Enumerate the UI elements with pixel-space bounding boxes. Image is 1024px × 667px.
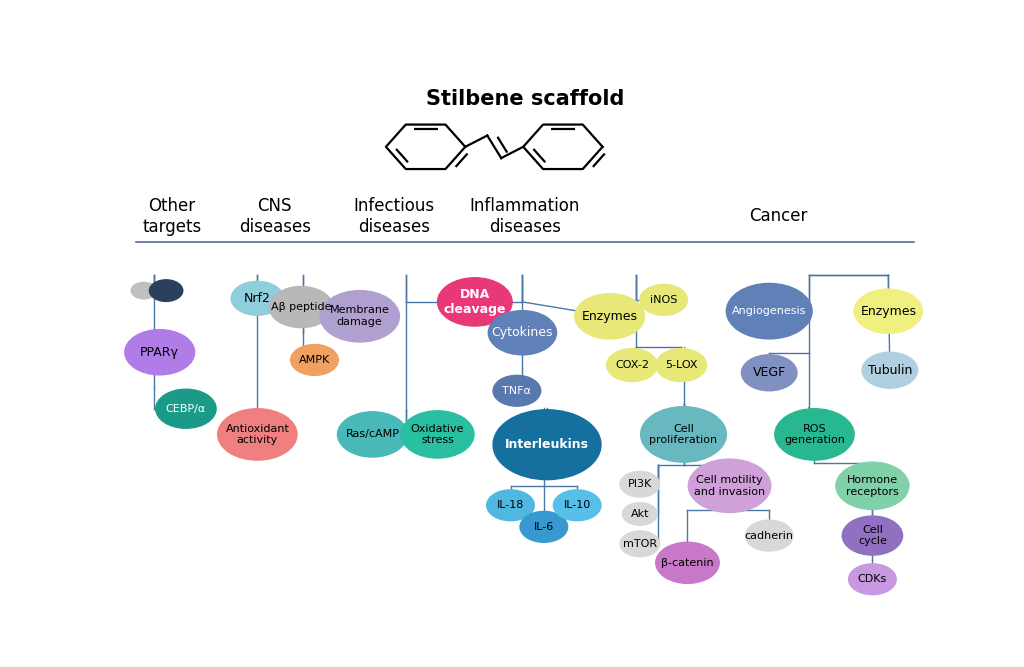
Text: IL-18: IL-18 (497, 500, 524, 510)
Circle shape (640, 284, 687, 315)
Circle shape (321, 291, 399, 342)
Text: Oxidative
stress: Oxidative stress (411, 424, 464, 445)
Text: CEBP/α: CEBP/α (166, 404, 206, 414)
Circle shape (494, 376, 541, 406)
Text: Antioxidant
activity: Antioxidant activity (225, 424, 290, 445)
Circle shape (269, 287, 333, 327)
Text: Enzymes: Enzymes (582, 309, 638, 323)
Text: Interleukins: Interleukins (505, 438, 589, 451)
Circle shape (488, 311, 557, 355)
Circle shape (437, 277, 512, 326)
Text: AMPK: AMPK (299, 355, 330, 365)
Text: 5-LOX: 5-LOX (665, 360, 697, 370)
Circle shape (655, 349, 707, 382)
Text: Stilbene scaffold: Stilbene scaffold (426, 89, 624, 109)
Circle shape (862, 352, 918, 388)
Text: CDKs: CDKs (858, 574, 887, 584)
Circle shape (842, 516, 902, 555)
Text: ROS
generation: ROS generation (784, 424, 845, 445)
Text: Inflammation
diseases: Inflammation diseases (470, 197, 580, 235)
Text: cadherin: cadherin (744, 530, 794, 540)
Circle shape (291, 345, 338, 376)
Circle shape (218, 409, 297, 460)
Circle shape (623, 503, 657, 526)
Circle shape (156, 390, 216, 428)
Text: PI3K: PI3K (628, 479, 652, 489)
Text: Membrane
damage: Membrane damage (330, 305, 390, 327)
Text: Cell
cycle: Cell cycle (858, 525, 887, 546)
Text: Aβ peptide: Aβ peptide (270, 302, 331, 312)
Text: VEGF: VEGF (753, 366, 785, 380)
Circle shape (854, 289, 923, 334)
Text: PPARγ: PPARγ (140, 346, 179, 359)
Circle shape (849, 564, 896, 595)
Text: IL-10: IL-10 (563, 500, 591, 510)
Text: Infectious
diseases: Infectious diseases (353, 197, 434, 235)
Circle shape (741, 355, 797, 391)
Text: Hormone
receptors: Hormone receptors (846, 475, 899, 496)
Circle shape (641, 407, 726, 462)
Text: Cell motility
and invasion: Cell motility and invasion (694, 475, 765, 496)
Circle shape (401, 411, 474, 458)
Circle shape (486, 490, 535, 521)
Circle shape (131, 282, 157, 299)
Text: Enzymes: Enzymes (860, 305, 916, 317)
Text: iNOS: iNOS (650, 295, 677, 305)
Text: DNA
cleavage: DNA cleavage (443, 288, 506, 316)
Circle shape (775, 409, 854, 460)
Text: Cancer: Cancer (750, 207, 808, 225)
Text: CNS
diseases: CNS diseases (239, 197, 311, 235)
Circle shape (606, 349, 657, 382)
Text: Cell
proliferation: Cell proliferation (649, 424, 718, 445)
Circle shape (338, 412, 408, 457)
Circle shape (494, 410, 601, 480)
Text: Other
targets: Other targets (142, 197, 202, 235)
Text: β-catenin: β-catenin (662, 558, 714, 568)
Text: mTOR: mTOR (623, 539, 657, 549)
Text: TNFα: TNFα (503, 386, 531, 396)
Text: COX-2: COX-2 (615, 360, 649, 370)
Text: Ras/cAMP: Ras/cAMP (345, 430, 399, 440)
Text: Akt: Akt (631, 509, 649, 519)
Circle shape (655, 542, 719, 584)
Circle shape (836, 462, 909, 510)
Circle shape (150, 280, 182, 301)
Circle shape (553, 490, 601, 521)
Circle shape (125, 329, 195, 375)
Circle shape (745, 520, 793, 551)
Circle shape (688, 459, 771, 512)
Text: Nrf2: Nrf2 (244, 292, 270, 305)
Circle shape (621, 472, 659, 497)
Circle shape (726, 283, 812, 339)
Text: Tubulin: Tubulin (867, 364, 912, 377)
Circle shape (520, 512, 567, 542)
Circle shape (574, 293, 645, 339)
Text: IL-6: IL-6 (534, 522, 554, 532)
Text: Cytokines: Cytokines (492, 326, 553, 340)
Circle shape (231, 281, 284, 315)
Text: Angiogenesis: Angiogenesis (732, 306, 807, 316)
Circle shape (621, 531, 659, 557)
